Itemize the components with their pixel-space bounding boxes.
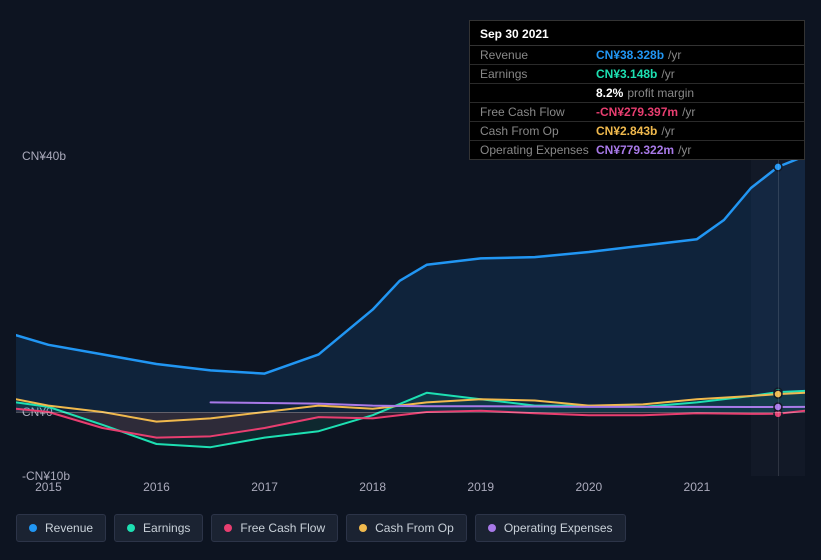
x-tick-label: 2016 [143, 480, 170, 494]
plot-area [16, 156, 805, 476]
x-tick-label: 2019 [467, 480, 494, 494]
tooltip-row-value: CN¥3.148b [596, 67, 657, 81]
chart-legend: Revenue Earnings Free Cash Flow Cash From O… [16, 514, 626, 542]
tooltip-row-label: Free Cash Flow [480, 105, 596, 119]
tooltip-row-value: CN¥2.843b [596, 124, 657, 138]
tooltip-row-value: -CN¥279.397m [596, 105, 678, 119]
x-tick-label: 2017 [251, 480, 278, 494]
tooltip-row-unit: profit margin [627, 86, 694, 100]
tooltip-row: EarningsCN¥3.148b/yr [470, 65, 804, 84]
price-tooltip: Sep 30 2021 RevenueCN¥38.328b/yrEarnings… [469, 20, 805, 160]
tooltip-row-unit: /yr [661, 124, 674, 138]
tooltip-row-value: 8.2% [596, 86, 623, 100]
x-tick-label: 2015 [35, 480, 62, 494]
tooltip-row: Operating ExpensesCN¥779.322m/yr [470, 141, 804, 159]
legend-dot-icon [127, 524, 135, 532]
x-tick-label: 2021 [684, 480, 711, 494]
legend-dot-icon [359, 524, 367, 532]
x-tick-label: 2018 [359, 480, 386, 494]
legend-item[interactable]: Operating Expenses [475, 514, 626, 542]
legend-label: Operating Expenses [504, 521, 613, 535]
tooltip-row-label: Revenue [480, 48, 596, 62]
zero-baseline [16, 412, 805, 413]
legend-item[interactable]: Cash From Op [346, 514, 467, 542]
tooltip-row: RevenueCN¥38.328b/yr [470, 46, 804, 65]
x-tick-label: 2020 [575, 480, 602, 494]
tooltip-row-unit: /yr [661, 67, 674, 81]
tooltip-row-label: Operating Expenses [480, 143, 596, 157]
legend-dot-icon [224, 524, 232, 532]
x-axis: 2015 2016 2017 2018 2019 2020 2021 [16, 480, 805, 500]
tooltip-date: Sep 30 2021 [470, 21, 804, 46]
tooltip-rows: RevenueCN¥38.328b/yrEarningsCN¥3.148b/yr… [470, 46, 804, 159]
tooltip-row: 8.2% profit margin [470, 84, 804, 103]
tooltip-row-unit: /yr [678, 143, 691, 157]
legend-dot-icon [488, 524, 496, 532]
financials-chart[interactable]: CN¥40bCN¥0-CN¥10b [16, 156, 805, 476]
legend-label: Revenue [45, 521, 93, 535]
tooltip-row: Free Cash Flow-CN¥279.397m/yr [470, 103, 804, 122]
legend-dot-icon [29, 524, 37, 532]
legend-item[interactable]: Earnings [114, 514, 203, 542]
series-area [16, 156, 805, 412]
legend-label: Earnings [143, 521, 190, 535]
tooltip-row: Cash From OpCN¥2.843b/yr [470, 122, 804, 141]
hover-line [778, 156, 779, 476]
legend-item[interactable]: Revenue [16, 514, 106, 542]
tooltip-row-label: Earnings [480, 67, 596, 81]
tooltip-row-value: CN¥38.328b [596, 48, 664, 62]
legend-label: Cash From Op [375, 521, 454, 535]
tooltip-row-value: CN¥779.322m [596, 143, 674, 157]
tooltip-row-unit: /yr [682, 105, 695, 119]
legend-label: Free Cash Flow [240, 521, 325, 535]
tooltip-row-label [480, 86, 596, 100]
tooltip-row-label: Cash From Op [480, 124, 596, 138]
legend-item[interactable]: Free Cash Flow [211, 514, 338, 542]
tooltip-row-unit: /yr [668, 48, 681, 62]
